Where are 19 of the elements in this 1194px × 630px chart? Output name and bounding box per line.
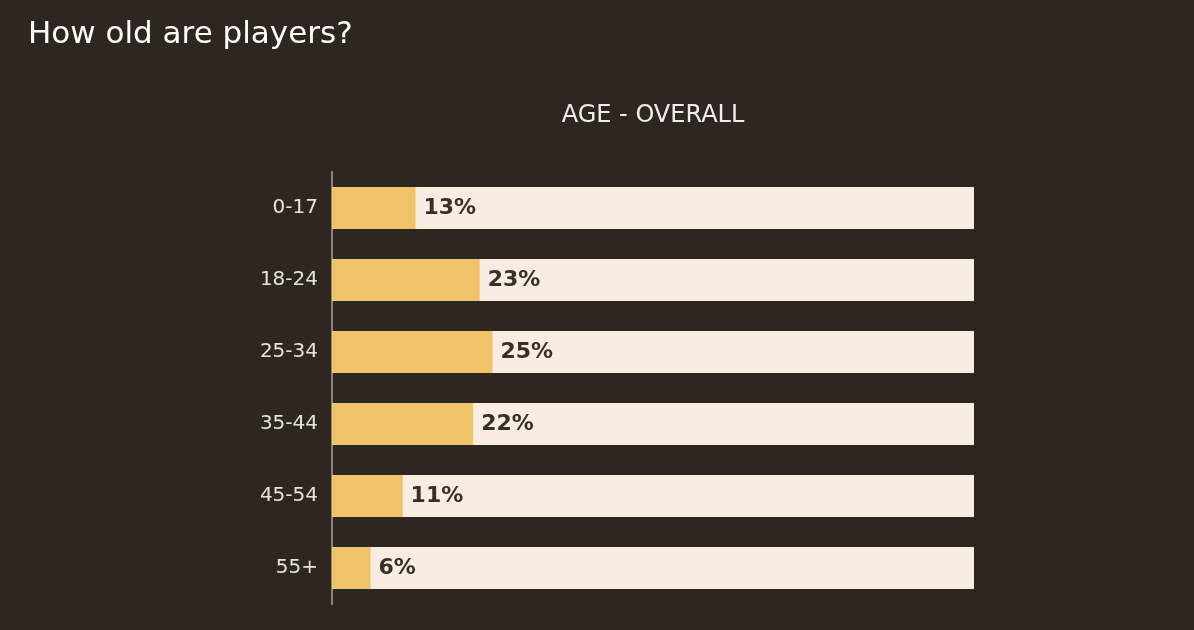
data-label: 22% [481, 409, 534, 435]
bar [332, 475, 403, 517]
y-tick-label: 18-24 [259, 266, 318, 291]
y-tick-label: 55+ [275, 554, 318, 579]
bar [332, 403, 474, 445]
chart-title: How old are players? [28, 14, 353, 50]
y-tick-label: 0-17 [272, 194, 318, 219]
y-tick-label: 45-54 [259, 482, 318, 507]
bar [332, 259, 480, 301]
data-label: 13% [423, 193, 477, 219]
chart-subtitle: AGE - OVERALL [561, 100, 745, 128]
bar [332, 187, 416, 229]
data-label: 25% [500, 337, 554, 363]
y-tick-label: 25-34 [259, 338, 318, 363]
data-label: 11% [410, 481, 464, 507]
data-label: 6% [378, 553, 416, 579]
bar [332, 547, 371, 589]
y-tick-label: 35-44 [259, 410, 318, 435]
data-label: 23% [487, 265, 541, 291]
